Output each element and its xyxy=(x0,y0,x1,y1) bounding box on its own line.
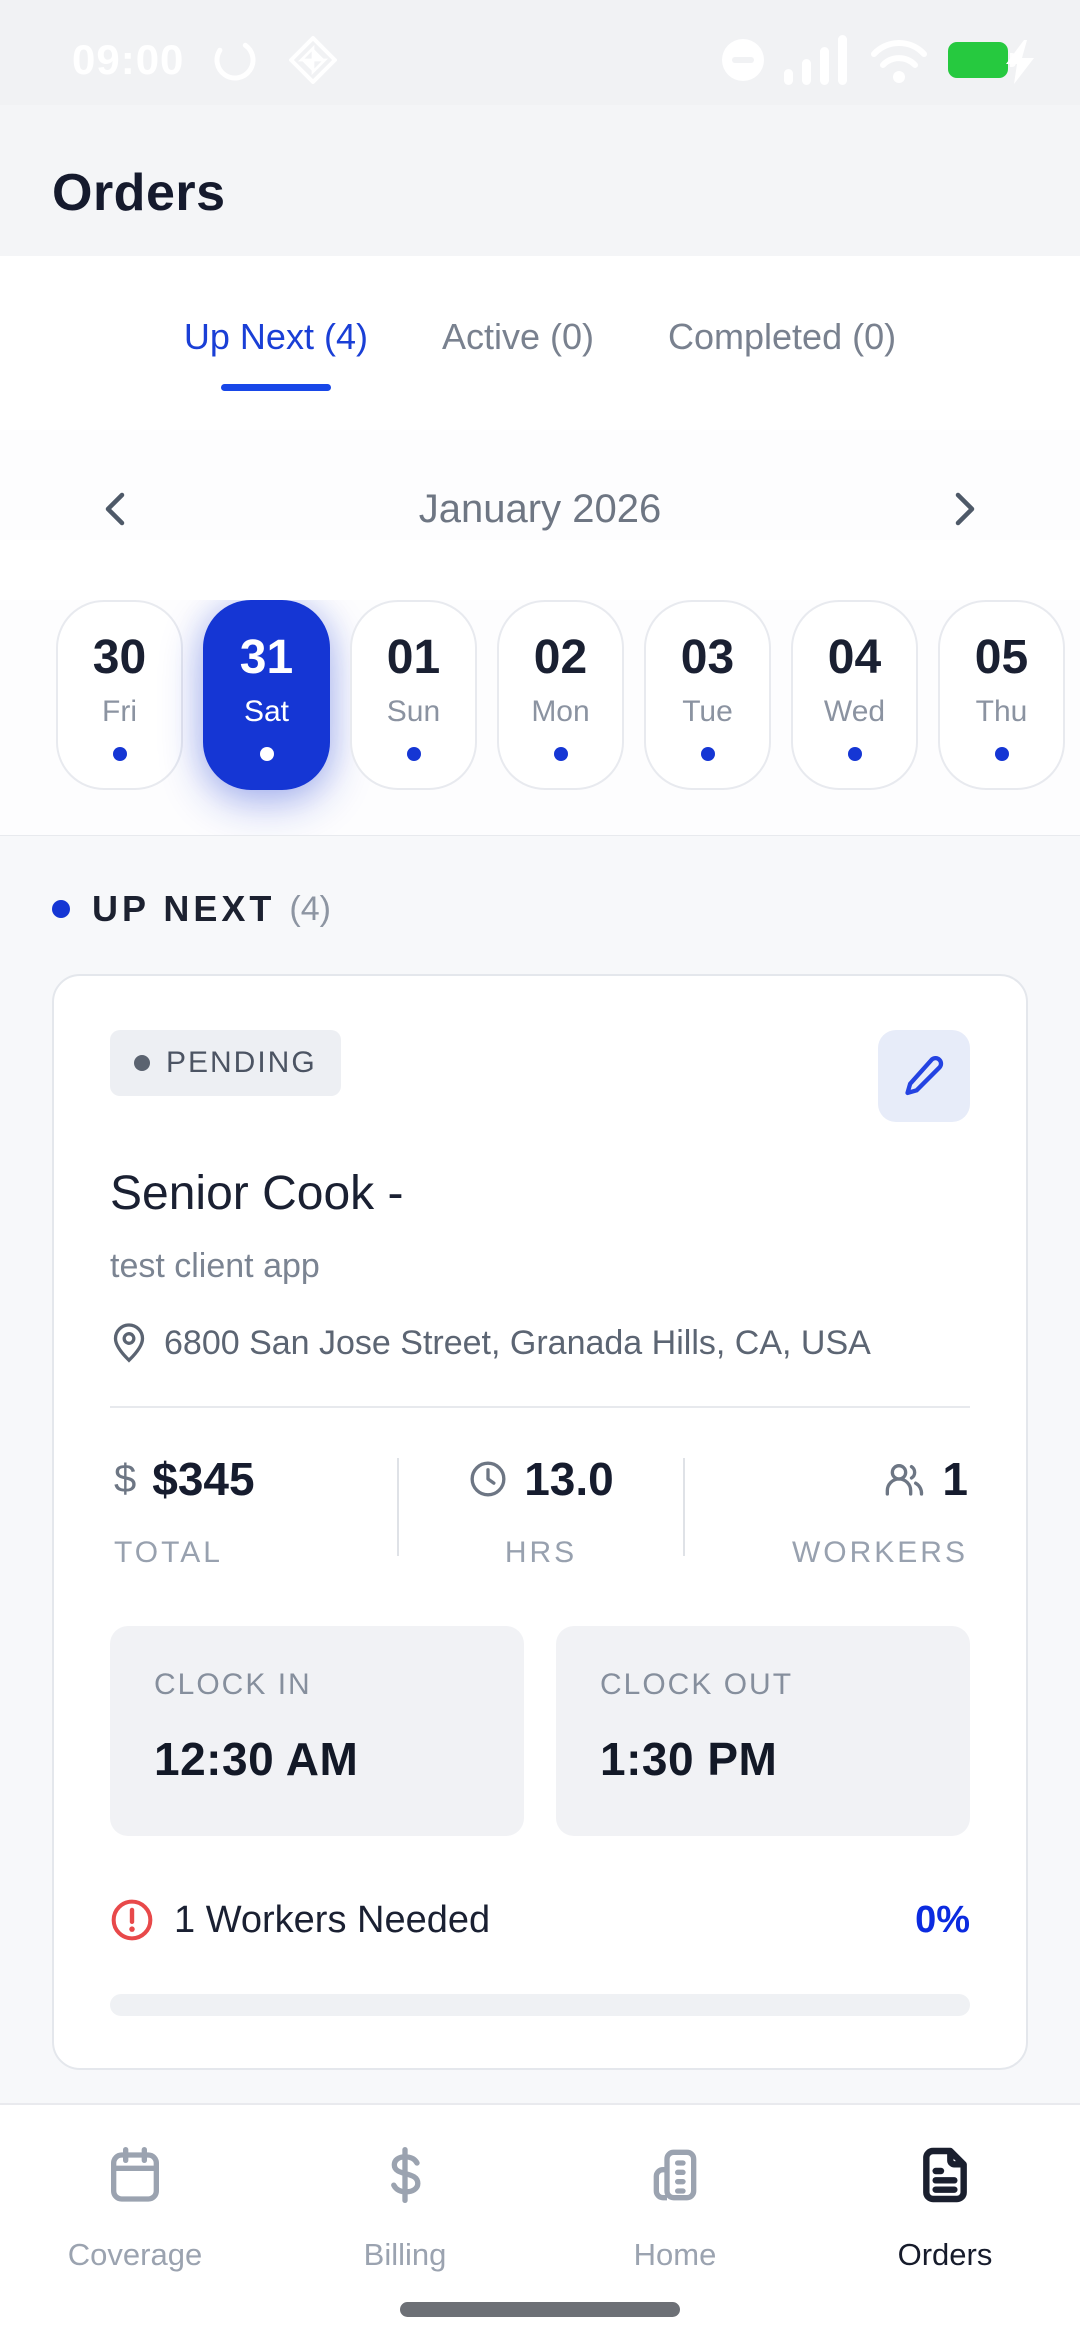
nav-item-home[interactable]: Home xyxy=(540,2143,810,2340)
date-dot xyxy=(700,746,715,761)
nav-item-billing[interactable]: Billing xyxy=(270,2143,540,2340)
address-text: 6800 San Jose Street, Granada Hills, CA,… xyxy=(164,1323,871,1362)
pencil-icon xyxy=(905,1055,944,1096)
wifi-icon xyxy=(871,39,927,83)
order-title: Senior Cook - xyxy=(110,1167,404,1220)
clock-out-value: 1:30 PM xyxy=(600,1733,778,1785)
status-dot-icon xyxy=(134,1055,150,1071)
clock-icon xyxy=(470,1461,506,1497)
location-pin-icon xyxy=(113,1323,145,1363)
section-label: UP NEXT xyxy=(92,888,276,929)
clock-out-box: CLOCK OUT 1:30 PM xyxy=(556,1626,970,1836)
workers-needed-text: 1 Workers Needed xyxy=(174,1898,491,1941)
bottom-navigation-bar: Coverage Billing Home Orders xyxy=(0,2103,1080,2340)
month-navigation: January 2026 xyxy=(0,430,1080,540)
divider xyxy=(110,1406,970,1408)
clock-times-row: CLOCK IN 12:30 AM CLOCK OUT 1:30 PM xyxy=(110,1626,970,1836)
status-badge: PENDING xyxy=(110,1030,341,1096)
date-chip-04-wed[interactable]: 04 Wed xyxy=(791,600,918,790)
date-dot xyxy=(553,746,568,761)
clock-in-box: CLOCK IN 12:30 AM xyxy=(110,1626,524,1836)
date-dot xyxy=(406,746,421,761)
total-value: $345 xyxy=(152,1453,255,1505)
date-dot xyxy=(847,746,862,761)
document-icon xyxy=(923,2147,967,2203)
date-picker-strip: 30 Fri 31 Sat 01 Sun 02 Mon 03 Tue 04 We… xyxy=(0,600,1080,835)
date-chip-31-sat-selected[interactable]: 31 Sat xyxy=(203,600,330,790)
signal-bars-icon xyxy=(784,34,847,85)
hours-label: HRS xyxy=(504,1536,578,1569)
chevron-right-icon xyxy=(955,492,975,526)
page-header: Orders xyxy=(0,105,1080,256)
date-chip-01-sun[interactable]: 01 Sun xyxy=(350,600,477,790)
date-chip-05-thu[interactable]: 05 Thu xyxy=(938,600,1065,790)
battery-icon xyxy=(948,39,1034,84)
tab-active[interactable]: Active (0) xyxy=(441,316,594,357)
blue-dot-icon xyxy=(52,900,70,918)
tab-bar: Up Next (4) Active (0) Completed (0) xyxy=(0,256,1080,430)
date-dot xyxy=(259,746,274,761)
tab-completed[interactable]: Completed (0) xyxy=(668,316,897,357)
active-tab-underline xyxy=(220,384,331,391)
date-chip-02-mon[interactable]: 02 Mon xyxy=(497,600,624,790)
clock-out-label: CLOCK OUT xyxy=(600,1668,794,1701)
workers-value: 1 xyxy=(942,1453,968,1505)
nav-item-orders[interactable]: Orders xyxy=(810,2143,1080,2340)
loading-spinner-icon xyxy=(214,39,256,80)
diamond-logo-icon xyxy=(289,35,338,84)
dollar-icon: $ xyxy=(114,1456,137,1501)
calendar-icon xyxy=(111,2147,159,2202)
client-name: test client app xyxy=(110,1247,320,1285)
status-time: 09:00 xyxy=(72,35,185,83)
page-title: Orders xyxy=(52,164,226,222)
fill-percentage: 0% xyxy=(915,1898,970,1941)
building-icon xyxy=(653,2149,697,2201)
list-section-header: UP NEXT (4) xyxy=(52,888,1028,930)
clock-in-label: CLOCK IN xyxy=(154,1668,312,1701)
workers-label: WORKERS xyxy=(791,1536,968,1569)
month-label: January 2026 xyxy=(418,486,662,531)
orders-list-section: UP NEXT (4) PENDING Senior Cook - test c… xyxy=(0,835,1080,2339)
workers-needed-row: 1 Workers Needed 0% xyxy=(110,1898,970,1942)
divider xyxy=(397,1458,400,1556)
hours-value: 13.0 xyxy=(524,1453,614,1505)
charging-bolt-icon xyxy=(1006,39,1034,84)
home-indicator[interactable] xyxy=(400,2302,680,2317)
status-bar: 09:00 xyxy=(0,0,1080,105)
next-month-button[interactable] xyxy=(944,487,984,531)
stats-row: $ $345 TOTAL 13.0 HRS xyxy=(110,1452,970,1570)
date-dot xyxy=(112,746,127,761)
tab-up-next[interactable]: Up Next (4) xyxy=(184,316,368,430)
previous-month-button[interactable] xyxy=(96,487,136,531)
total-label: TOTAL xyxy=(114,1536,223,1569)
section-count: (4) xyxy=(289,889,331,928)
date-chip-03-tue[interactable]: 03 Tue xyxy=(644,600,771,790)
alert-circle-icon xyxy=(111,1899,153,1941)
nav-item-coverage[interactable]: Coverage xyxy=(0,2143,270,2340)
edit-order-button[interactable] xyxy=(878,1030,970,1122)
dollar-icon xyxy=(391,2147,421,2203)
clock-in-value: 12:30 AM xyxy=(154,1733,359,1785)
divider xyxy=(682,1458,685,1556)
fill-progress-bar xyxy=(110,1994,970,2016)
do-not-disturb-icon xyxy=(722,38,764,81)
chevron-left-icon xyxy=(105,492,125,526)
order-card[interactable]: PENDING Senior Cook - test client app 68… xyxy=(52,974,1028,2070)
date-dot xyxy=(994,746,1009,761)
workers-icon xyxy=(886,1464,924,1496)
date-chip-30-fri[interactable]: 30 Fri xyxy=(56,600,183,790)
location-row: 6800 San Jose Street, Granada Hills, CA,… xyxy=(110,1322,970,1364)
